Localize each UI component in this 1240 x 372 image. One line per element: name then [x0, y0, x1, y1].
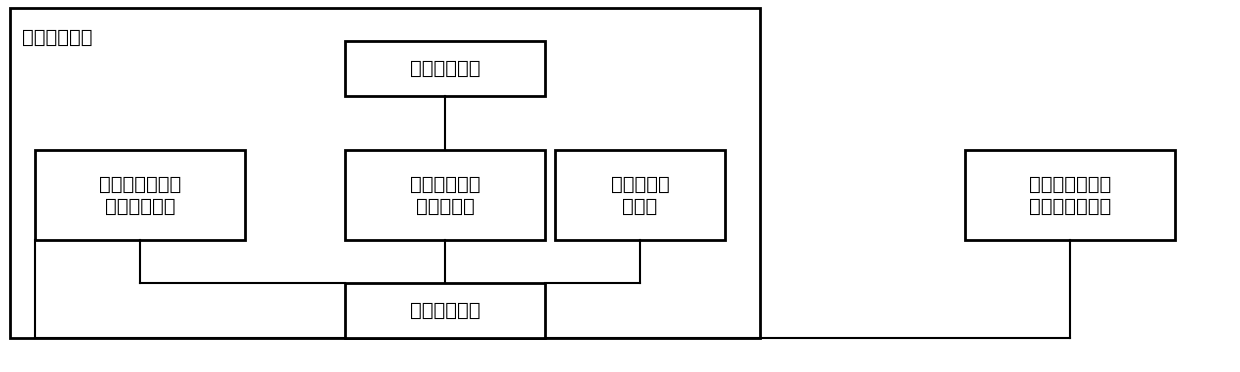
Bar — [965, 150, 1176, 240]
Text: 距离反平方内
插预报模块: 距离反平方内 插预报模块 — [409, 174, 480, 215]
Text: 综合预报装置: 综合预报装置 — [22, 28, 93, 47]
Text: 动态集成装置: 动态集成装置 — [409, 301, 480, 320]
Bar — [10, 8, 760, 338]
Text: 最近格点预
报模块: 最近格点预 报模块 — [610, 174, 670, 215]
Bar — [345, 150, 546, 240]
Bar — [345, 282, 546, 337]
Text: 地形复杂度最接
近格点预报装置: 地形复杂度最接 近格点预报装置 — [1029, 174, 1111, 215]
Bar — [35, 150, 246, 240]
Text: 数据采集模块: 数据采集模块 — [409, 58, 480, 77]
Bar — [556, 150, 725, 240]
Bar — [345, 41, 546, 96]
Text: 地形高度最接近
格点预报模块: 地形高度最接近 格点预报模块 — [99, 174, 181, 215]
